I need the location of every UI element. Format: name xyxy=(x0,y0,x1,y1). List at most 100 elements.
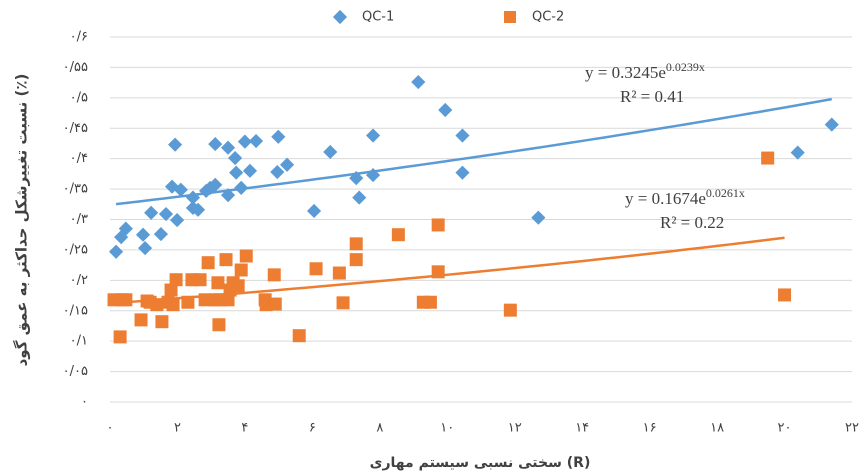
point xyxy=(219,253,233,267)
point xyxy=(352,190,367,205)
point xyxy=(211,276,225,290)
point xyxy=(119,293,133,307)
point xyxy=(208,177,223,192)
x-tick-label: ۸ xyxy=(376,421,383,436)
exponent: 0.0239x xyxy=(666,60,705,74)
point xyxy=(242,163,258,178)
point xyxy=(279,157,295,172)
y-tick-label: ۰/۶ xyxy=(70,30,88,45)
x-tick-label: ۲ xyxy=(174,421,181,436)
point xyxy=(411,74,426,90)
point xyxy=(229,165,244,180)
point xyxy=(150,298,164,312)
point xyxy=(237,134,252,149)
point xyxy=(158,206,174,222)
trendline xyxy=(113,236,785,305)
point xyxy=(248,133,264,149)
point xyxy=(503,303,517,317)
point xyxy=(201,256,215,270)
point xyxy=(135,227,151,242)
point xyxy=(323,144,338,160)
point xyxy=(208,136,223,152)
y-tick-label: ۰ xyxy=(81,395,88,410)
point xyxy=(790,145,805,160)
point xyxy=(423,295,437,309)
point xyxy=(169,273,183,287)
point xyxy=(153,227,168,242)
point xyxy=(366,128,381,143)
y-tick-label: ۰/۱ xyxy=(70,334,88,349)
point xyxy=(271,129,286,144)
point xyxy=(190,202,206,217)
trend-equation: y = 0.1674e0.0261x xyxy=(625,186,745,208)
equation: y = 0.3245e xyxy=(585,63,666,82)
point xyxy=(220,140,236,155)
point xyxy=(212,318,226,332)
x-tick-label: ۲۰ xyxy=(778,421,792,436)
point xyxy=(391,228,405,242)
y-tick-label: ۰/۲ xyxy=(70,273,88,288)
point xyxy=(193,273,207,287)
point xyxy=(778,288,792,302)
point xyxy=(239,249,253,263)
point xyxy=(108,244,124,259)
equation: y = 0.1674e xyxy=(625,189,706,208)
point xyxy=(292,329,306,343)
y-tick-label: ۰/۵ xyxy=(70,90,88,105)
point xyxy=(761,151,775,165)
x-tick-label: ۱۸ xyxy=(710,421,724,436)
point xyxy=(228,150,243,166)
x-tick-label: ۱۶ xyxy=(643,421,657,436)
y-tick-label: ۰/۴۵ xyxy=(63,121,88,136)
point xyxy=(155,315,169,329)
x-tick-label: ۱۲ xyxy=(508,421,522,436)
point xyxy=(170,213,185,228)
point xyxy=(138,241,153,256)
point xyxy=(231,279,245,293)
legend-marker xyxy=(504,11,516,23)
point xyxy=(268,297,282,311)
point xyxy=(113,330,127,344)
trend-equation: y = 0.3245e0.0239x xyxy=(585,60,705,82)
r-squared: R² = 0.22 xyxy=(660,213,724,232)
point xyxy=(531,210,546,225)
point xyxy=(267,268,281,282)
x-tick-label: ۱۰ xyxy=(440,421,454,436)
point xyxy=(455,128,470,143)
y-tick-label: ۰/۵۵ xyxy=(63,60,88,75)
point xyxy=(332,266,346,280)
y-axis-title: نسبت تغییرشکل حداکثر به عمق گود (٪) xyxy=(13,74,31,367)
x-tick-label: ۲۲ xyxy=(845,421,859,436)
point xyxy=(455,165,470,180)
legend-label: QC-1 xyxy=(362,10,394,25)
trendline xyxy=(115,97,832,206)
point xyxy=(234,263,248,277)
legend-label: QC-2 xyxy=(532,10,564,25)
point xyxy=(181,295,195,309)
x-tick-label: ۰ xyxy=(107,421,114,436)
r-squared: R² = 0.41 xyxy=(620,87,684,106)
point xyxy=(166,298,180,312)
y-tick-label: ۰/۳۵ xyxy=(63,182,88,197)
point xyxy=(168,137,183,152)
point xyxy=(144,205,159,220)
x-tick-label: ۶ xyxy=(309,421,316,436)
y-tick-label: ۰/۱۵ xyxy=(63,303,88,318)
legend-marker xyxy=(332,9,348,25)
point xyxy=(336,296,350,310)
point xyxy=(164,283,178,297)
y-tick-label: ۰/۲۵ xyxy=(63,242,88,257)
exponent: 0.0261x xyxy=(706,186,745,200)
y-tick-label: ۰/۳ xyxy=(70,212,88,227)
point xyxy=(270,164,285,180)
point xyxy=(134,313,148,327)
y-tick-label: ۰/۰۵ xyxy=(63,364,88,379)
x-tick-label: ۴ xyxy=(241,421,248,436)
point xyxy=(306,203,322,219)
point xyxy=(824,117,839,132)
point xyxy=(349,253,363,267)
x-tick-label: ۱۴ xyxy=(575,421,589,436)
y-tick-label: ۰/۴ xyxy=(70,151,88,166)
point xyxy=(349,237,363,251)
